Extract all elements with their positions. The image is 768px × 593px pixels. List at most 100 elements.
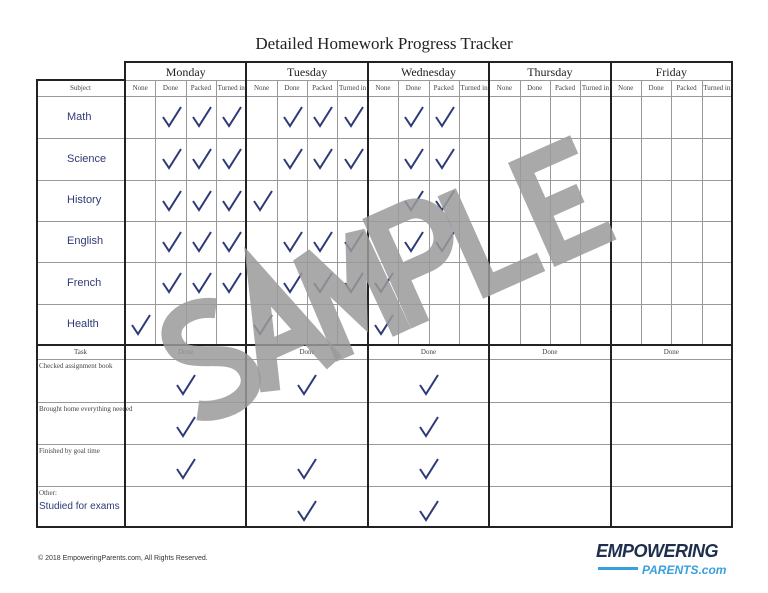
grid-line [36,304,732,305]
checkmark-icon [343,148,364,170]
task-done-header: Done [663,348,679,356]
grid-line [36,221,732,222]
column-header: Done [527,84,543,92]
grid-line [245,61,248,528]
subject-science: Science [67,153,107,165]
column-header: None [253,84,270,92]
checkmark-icon [313,106,334,128]
checkmark-icon [343,272,364,294]
checkmark-icon [252,313,273,336]
grid-line [671,80,673,345]
empowering-parents-logo: EMPOWERING PARENTS.com [596,541,746,577]
column-header: Turned in [217,84,245,92]
checkmark-icon [313,148,334,170]
grid-line [36,344,732,346]
subject-history: History [67,194,102,206]
checkmark-icon [374,313,394,336]
grid-line [36,526,732,528]
checkmark-icon [192,189,212,212]
checkmark-icon [418,458,439,480]
column-header: None [132,84,148,92]
column-header: None [496,84,512,92]
checkmark-icon [192,106,212,128]
grid-line [36,359,732,360]
checkmark-icon [283,230,303,253]
checkmark-icon [283,106,303,128]
checkmark-icon [434,189,455,212]
grid-line [488,61,491,528]
checkmark-icon [175,416,196,438]
grid-line [307,80,309,345]
grid-line [124,61,126,528]
grid-line [549,80,551,345]
grid-line [701,80,703,345]
checkmark-icon [418,373,439,396]
checkmark-icon [434,230,455,253]
logo-line2: PARENTS.com [642,563,727,577]
subject-english: English [67,235,104,247]
grid-line [640,80,642,345]
column-header: Turned in [460,84,488,92]
checkmark-icon [404,106,425,128]
grid-line [366,61,369,528]
subject-math: Math [67,111,92,123]
checkmark-icon [161,106,182,128]
checkmark-icon [161,148,182,170]
task-done-header: Done [420,348,437,356]
grid-line [276,80,278,345]
checkmark-icon [192,230,212,253]
checkmark-icon [161,230,182,253]
day-header-wednesday: Wednesday [400,65,456,79]
grid-line [36,138,732,139]
copyright-footer: © 2018 EmpoweringParents.com, All Rights… [38,555,208,562]
task-2: Brought home everything needed [39,405,133,413]
grid-line [609,61,612,528]
checkmark-icon [404,148,425,170]
grid-line [125,61,732,63]
subject-header: Subject [70,84,91,92]
checkmark-icon [343,106,364,128]
task-prefix: Other: [39,489,57,497]
grid-line [36,79,38,528]
checkmark-icon [297,458,317,480]
column-header: Turned in [339,84,367,92]
column-header: Done [162,84,179,92]
grid-line [36,180,732,181]
checkmark-icon [283,272,303,294]
column-header: Turned in [703,84,731,92]
column-header: None [618,84,634,92]
column-header: Packed [190,84,211,92]
grid-line [155,80,157,345]
checkmark-icon [222,272,243,294]
grid-line [216,80,218,345]
grid-line [580,80,582,345]
checkmark-icon [222,148,243,170]
checkmark-icon [297,373,317,396]
task-3: Finished by goal time [39,447,100,455]
task-done-header: Done [542,348,558,356]
checkmark-icon [283,148,303,170]
checkmark-icon [434,106,455,128]
checkmark-icon [175,373,196,396]
task-header: Task [73,348,88,356]
grid-line [36,96,732,97]
column-header: Turned in [581,84,609,92]
grid-line [36,444,732,445]
checkmark-icon [161,272,182,294]
column-header: None [375,84,391,92]
page-title: Detailed Homework Progress Tracker [255,34,513,53]
grid-line [398,80,400,345]
grid-line [428,80,430,345]
checkmark-icon [313,272,334,294]
task-done-header: Done [178,348,194,356]
checkmark-icon [192,148,212,170]
grid-line [458,80,460,345]
column-header: Packed [433,84,454,92]
logo-bar [598,567,638,570]
column-header: Done [405,84,421,92]
grid-line [36,402,732,403]
subject-health: Health [67,318,99,330]
checkmark-icon [192,272,212,294]
checkmark-icon [343,230,364,253]
watermark-letter [437,188,546,299]
